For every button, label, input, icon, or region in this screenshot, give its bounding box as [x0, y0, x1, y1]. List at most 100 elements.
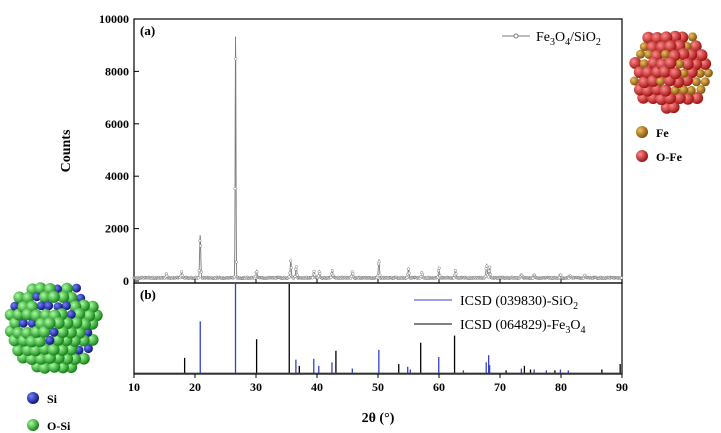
- atom: [673, 92, 686, 104]
- atom: [696, 85, 706, 95]
- series-point: [234, 260, 239, 264]
- atom: [695, 69, 705, 78]
- series-point: [311, 276, 315, 280]
- x-tick-label-6: 70: [494, 380, 506, 394]
- x-tick-label-3: 40: [311, 380, 323, 394]
- x-tick-label-5: 60: [433, 380, 445, 394]
- series-point: [377, 260, 381, 264]
- panel-a: [132, 36, 624, 281]
- atom: [83, 344, 93, 354]
- atom: [45, 335, 55, 345]
- series-point: [453, 268, 457, 273]
- atom: [47, 343, 60, 356]
- series-point: [405, 275, 409, 279]
- y-tick-label-5: 10000: [99, 12, 129, 26]
- atom: [66, 310, 76, 319]
- atom: [677, 48, 690, 61]
- key-o-fe-swatch: [636, 150, 648, 162]
- series-point: [316, 274, 321, 278]
- atom: [681, 58, 694, 71]
- atom: [38, 361, 51, 374]
- atom: [664, 57, 677, 69]
- atom: [642, 66, 654, 79]
- series-point: [196, 276, 200, 280]
- legend-label-icsd-fe3o4: ICSD (064829)-Fe3O4: [460, 318, 586, 336]
- atom: [639, 42, 649, 52]
- atom: [639, 59, 649, 69]
- series-point: [484, 267, 488, 271]
- atom: [43, 317, 56, 330]
- atom: [629, 57, 642, 69]
- atom: [656, 76, 666, 86]
- panel-b: [134, 284, 622, 374]
- key-o-si-swatch: [27, 419, 39, 431]
- series-point: [199, 270, 203, 274]
- series-point: [294, 267, 298, 271]
- atom: [629, 76, 639, 86]
- series-point: [233, 187, 237, 191]
- atom: [691, 92, 704, 104]
- y-tick-label-0: 0: [123, 274, 129, 288]
- legend-icsd-sio2: ICSD (039830)-SiO2: [414, 294, 578, 312]
- panel-label-a: (a): [140, 23, 155, 38]
- series-point: [488, 272, 493, 276]
- x-tick-label-7: 80: [555, 380, 567, 394]
- atom: [700, 77, 710, 87]
- x-tick-label-8: 90: [616, 380, 628, 394]
- series-point: [294, 265, 299, 269]
- atom: [10, 301, 20, 311]
- atom: [651, 32, 664, 44]
- series-point: [437, 266, 441, 270]
- atom: [72, 283, 81, 293]
- atom: [39, 291, 51, 304]
- atom: [21, 308, 34, 321]
- panel-label-b: (b): [140, 287, 156, 302]
- x-axis-title: 2θ (°): [362, 411, 395, 426]
- atom: [36, 301, 46, 311]
- series-point: [197, 269, 201, 273]
- series-point: [420, 272, 424, 276]
- series-point: [485, 264, 489, 268]
- panel-a-frame: [133, 18, 623, 284]
- atom: [659, 84, 672, 97]
- atom: [13, 291, 26, 304]
- atom: [35, 352, 48, 365]
- atom: [34, 335, 46, 348]
- atom: [686, 85, 696, 95]
- atom: [669, 67, 682, 80]
- key-sio2: Si O-Si: [27, 392, 71, 433]
- legend-icsd-fe3o4: ICSD (064829)-Fe3O4: [414, 318, 586, 336]
- atom: [664, 40, 677, 53]
- key-si-label: Si: [47, 392, 58, 406]
- series-point: [318, 272, 322, 276]
- x-tick-label-1: 20: [189, 380, 201, 394]
- legend-label-icsd-sio2: ICSD (039830)-SiO2: [460, 294, 578, 312]
- series-point: [406, 267, 411, 271]
- atom: [679, 68, 689, 78]
- y-tick-label-1: 2000: [105, 222, 129, 236]
- y-tick-label-4: 8000: [105, 64, 129, 78]
- atom: [44, 301, 54, 311]
- atom: [70, 316, 83, 329]
- atom: [49, 327, 59, 337]
- x-tick-label-0: 10: [128, 380, 140, 394]
- sio2-particle-illustration: [4, 282, 103, 374]
- atom: [12, 344, 25, 357]
- series-point: [180, 270, 184, 274]
- key-si-swatch: [27, 392, 39, 404]
- atom: [638, 76, 651, 89]
- series-point: [619, 276, 624, 280]
- series-point: [199, 244, 203, 248]
- y-tick-label-2: 4000: [105, 169, 129, 183]
- atom: [661, 49, 670, 59]
- atom: [691, 77, 701, 87]
- legend-marker-fe3o4-sio2: [513, 33, 519, 39]
- atom: [703, 68, 713, 78]
- series-point: [351, 272, 355, 276]
- atom: [77, 352, 90, 365]
- key-o-fe-label: O-Fe: [656, 150, 683, 164]
- fe3o4-particle-illustration: [629, 30, 713, 114]
- atom: [22, 291, 35, 304]
- atom: [32, 292, 42, 302]
